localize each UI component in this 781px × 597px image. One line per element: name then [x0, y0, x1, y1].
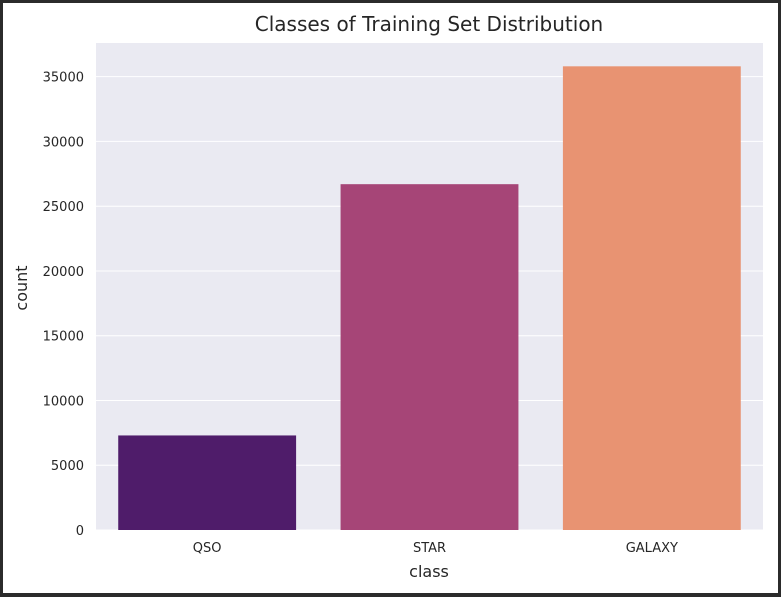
y-tick-label: 0	[76, 524, 84, 539]
bar-qso	[118, 435, 297, 530]
x-tick-labels: QSO STAR GALAXY	[193, 541, 678, 556]
y-tick-label: 35000	[43, 71, 84, 86]
bar-star	[340, 184, 519, 530]
y-tick-label: 30000	[43, 135, 84, 150]
x-tick-label: STAR	[413, 541, 446, 556]
x-axis-label: class	[409, 562, 449, 581]
y-tick-label: 15000	[43, 330, 84, 345]
x-tick-label: QSO	[193, 541, 222, 556]
bar-galaxy	[562, 66, 741, 530]
chart-title: Classes of Training Set Distribution	[255, 12, 604, 36]
bars	[118, 66, 741, 530]
x-tick-label: GALAXY	[626, 541, 678, 556]
y-axis-label: count	[12, 265, 31, 310]
y-tick-labels: 0 5000 10000 15000 20000 25000 30000 35000	[43, 71, 84, 539]
y-tick-label: 10000	[43, 394, 84, 409]
y-tick-label: 5000	[51, 459, 84, 474]
y-tick-label: 25000	[43, 200, 84, 215]
y-tick-label: 20000	[43, 265, 84, 280]
